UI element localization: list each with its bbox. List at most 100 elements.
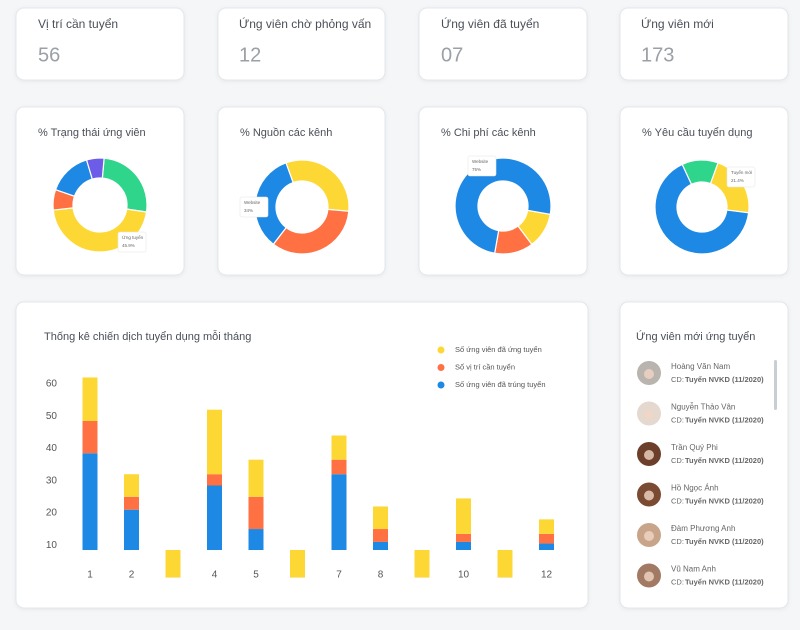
x-tick-label: 4 — [212, 570, 218, 581]
x-tick-label: 7 — [336, 570, 342, 581]
legend-label: Số ứng viên đã ứng tuyển — [455, 345, 542, 354]
candidate-prefix: CD: — [671, 537, 684, 546]
x-tick-label: 8 — [378, 570, 384, 581]
candidate-name: Nguyễn Thảo Vân — [671, 403, 735, 412]
stat-label: Ứng viên chờ phỏng vấn — [239, 16, 371, 31]
chart-title: Thống kê chiến dịch tuyển dụng mỗi tháng — [44, 330, 251, 343]
tooltip-label: Website — [472, 159, 489, 164]
candidate-name: Trần Quý Phi — [671, 443, 718, 452]
bar-segment — [331, 435, 347, 460]
stat-value: 56 — [38, 44, 60, 66]
bar-segment — [207, 485, 222, 550]
tooltip-value: 75% — [472, 167, 481, 172]
legend-swatch — [437, 381, 445, 389]
chart-card — [15, 301, 589, 609]
scrollbar[interactable] — [774, 360, 777, 410]
stat-card — [15, 7, 185, 81]
y-tick-label: 10 — [46, 540, 58, 551]
bar-segment — [124, 496, 139, 510]
bar-segment — [331, 459, 347, 475]
tooltip-value: 34% — [244, 208, 253, 213]
candidate-prefix: CD: — [671, 415, 684, 424]
candidate-prefix: CD: — [671, 577, 684, 586]
tooltip — [117, 231, 147, 253]
candidate-position: Tuyển NVKD (11/2020) — [685, 375, 764, 384]
y-tick-label: 20 — [46, 508, 58, 519]
x-tick-label: 2 — [129, 570, 135, 581]
bar-segment — [456, 533, 471, 542]
bar-segment — [248, 529, 264, 550]
y-tick-label: 30 — [46, 475, 58, 486]
avatar-face — [644, 571, 654, 582]
candidate-name: Hồ Ngọc Ánh — [671, 484, 719, 493]
bar-segment — [373, 529, 388, 542]
chart-title: % Nguồn các kênh — [240, 127, 332, 139]
tooltip-label: Tuyển mới — [731, 169, 752, 175]
candidate-position: Tuyển NVKD (11/2020) — [685, 537, 764, 546]
bar-segment — [373, 541, 388, 550]
tooltip — [239, 196, 269, 218]
avatar-face — [644, 450, 654, 460]
stat-card — [418, 7, 588, 81]
chart-card — [217, 106, 386, 276]
stat-label: Vị trí cần tuyển — [38, 17, 118, 31]
tooltip-label: Website — [244, 200, 261, 205]
candidate-position: Tuyển NVKD (11/2020) — [685, 456, 764, 465]
bar-segment — [373, 506, 388, 530]
bar-segment — [207, 409, 222, 475]
bar-segment — [82, 453, 98, 550]
candidate-prefix: CD: — [671, 496, 684, 505]
y-tick-label: 50 — [46, 411, 58, 422]
stat-label: Ứng viên mới — [641, 16, 714, 31]
candidate-name: Đàm Phương Anh — [671, 524, 735, 533]
candidate-prefix: CD: — [671, 375, 684, 384]
stat-value: 07 — [441, 44, 463, 66]
tooltip-label: Ứng tuyển — [122, 234, 144, 240]
stat-value: 173 — [641, 44, 674, 66]
tooltip-value: 21.4% — [731, 178, 744, 183]
stat-card — [217, 7, 386, 81]
chart-title: % Trạng thái ứng viên — [38, 127, 146, 139]
avatar-face — [644, 369, 654, 379]
avatar-face — [644, 409, 654, 420]
donut-segment — [454, 157, 552, 254]
donut-segment — [85, 157, 105, 180]
bar-segment — [82, 420, 98, 454]
tooltip-value: 45.9% — [122, 243, 135, 248]
chart-title: % Chi phí các kênh — [441, 127, 536, 139]
list-title: Ứng viên mới ứng tuyển — [636, 330, 755, 343]
bar-segment — [124, 474, 139, 497]
tooltip — [726, 166, 756, 188]
bar-segment — [456, 498, 471, 534]
chart-card — [619, 106, 789, 276]
candidate-name: Hoàng Văn Nam — [671, 362, 730, 371]
x-tick-label: 1 — [87, 570, 93, 581]
list-card — [619, 301, 789, 609]
bar-segment — [497, 550, 513, 578]
x-tick-label: 12 — [541, 570, 553, 581]
stat-card — [619, 7, 789, 81]
donut-segment — [654, 163, 750, 255]
bar-segment — [539, 519, 554, 534]
candidate-position: Tuyển NVKD (11/2020) — [685, 496, 764, 505]
chart-card — [418, 106, 588, 276]
candidate-name: Vũ Nam Anh — [671, 565, 716, 574]
chart-title: % Yêu cầu tuyển dụng — [642, 127, 753, 139]
avatar-face — [644, 531, 654, 541]
bar-segment — [207, 474, 222, 486]
y-tick-label: 60 — [46, 379, 58, 390]
x-tick-label: 5 — [253, 570, 259, 581]
stat-label: Ứng viên đã tuyển — [441, 16, 539, 31]
legend-label: Số vị trí cần tuyển — [455, 362, 515, 371]
bar-segment — [414, 550, 430, 578]
bar-segment — [165, 550, 181, 578]
candidate-position: Tuyển NVKD (11/2020) — [685, 415, 764, 424]
bar-segment — [248, 496, 264, 530]
candidate-position: Tuyển NVKD (11/2020) — [685, 577, 764, 586]
bar-segment — [290, 550, 305, 578]
x-tick-label: 10 — [458, 570, 470, 581]
legend-label: Số ứng viên đã trúng tuyển — [455, 380, 546, 389]
bar-segment — [82, 377, 98, 421]
bar-segment — [456, 541, 471, 550]
